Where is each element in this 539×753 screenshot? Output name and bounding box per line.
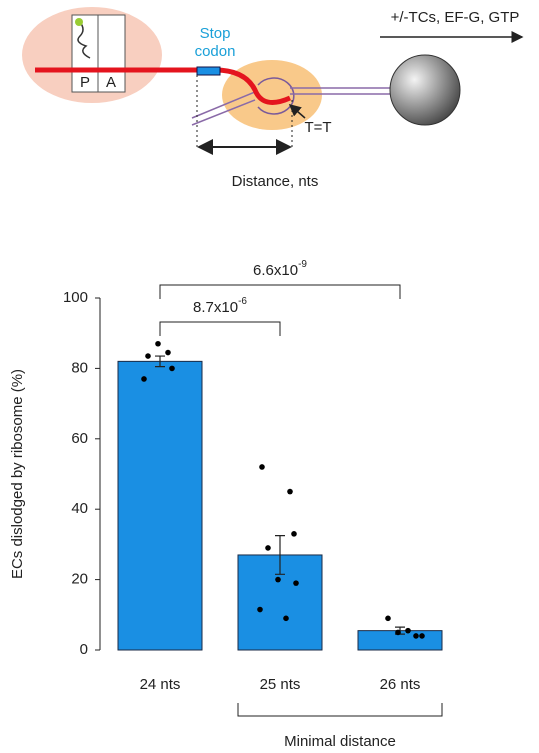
p-value-base: 8.7x10 [193,299,238,316]
group-label: Minimal distance [284,733,396,750]
x-tick-label: 26 nts [380,676,421,693]
data-point [283,616,289,622]
data-point [293,580,299,586]
data-point [165,350,171,356]
template-label: T=T [304,119,331,136]
p-value-exponent: -9 [298,259,307,270]
data-point [275,577,281,583]
data-point [395,630,401,636]
data-point [257,607,263,613]
p-value: 6.6x10-9 [253,259,307,279]
data-point [141,376,147,382]
data-point [385,616,391,622]
p-value-exponent: -6 [238,296,247,307]
p-value-base: 6.6x10 [253,262,298,279]
significance-bracket [160,285,400,299]
y-tick-label: 40 [71,500,88,517]
stop-codon [197,67,220,75]
bar [118,361,202,650]
stop-label: codon [195,43,236,60]
data-point [413,633,419,639]
x-tick-label: 24 nts [140,676,181,693]
figure: P A Stop codon +/-TCs, EF-G, GTP T=T Dis… [0,0,539,753]
data-point [169,366,175,372]
y-tick-label: 100 [63,289,88,306]
data-point [259,464,265,470]
p-value: 8.7x10-6 [193,296,247,316]
site-label: A [106,74,116,91]
y-tick-label: 60 [71,430,88,447]
conditions: +/-TCs, EF-G, GTP [391,9,520,26]
y-tick-label: 0 [80,641,88,658]
stop-label: Stop [200,25,231,42]
data-point [287,489,293,495]
amino-acid [75,18,83,26]
data-point [419,633,425,639]
data-point [145,353,151,359]
significance-bracket [160,322,280,336]
bead [390,55,460,125]
data-point [155,341,161,347]
data-point [405,628,411,634]
diagram: P A Stop codon +/-TCs, EF-G, GTP T=T Dis… [22,7,522,190]
distance-label: Distance, nts [232,173,319,190]
y-tick-label: 20 [71,571,88,588]
data-point [265,545,271,551]
x-tick-label: 25 nts [260,676,301,693]
data-point [291,531,297,537]
group-bracket [238,703,442,716]
site-label: P [80,74,90,91]
y-tick-label: 80 [71,359,88,376]
y-axis-label: ECs dislodged by ribosome (%) [9,369,26,579]
